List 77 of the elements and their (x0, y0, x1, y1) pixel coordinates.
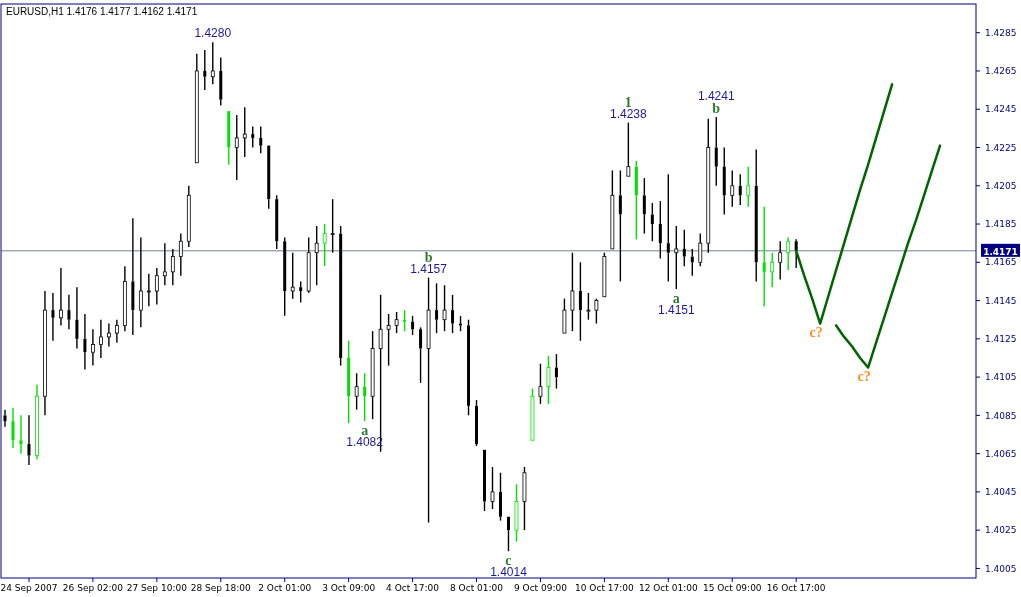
annotation: 1.4280 (194, 26, 232, 41)
candlestick (666, 173, 670, 283)
x-tick-label: 4 Oct 17:00 (386, 583, 440, 593)
y-tick-label: 1.4225 (985, 142, 1017, 153)
candlestick (35, 384, 39, 461)
candlestick (578, 261, 582, 342)
candlestick (138, 236, 143, 329)
candlestick (131, 217, 135, 336)
candlestick (330, 198, 335, 254)
chart-title: EURUSD,H1 1.4176 1.4177 1.4162 1.4171 (6, 6, 198, 17)
candlestick (618, 169, 622, 283)
candlestick (794, 238, 798, 269)
y-tick-label: 1.4185 (985, 219, 1017, 230)
y-tick-label: 1.4145 (985, 295, 1017, 306)
candlestick (51, 292, 55, 342)
x-tick-label: 28 Sep 18:00 (190, 583, 252, 593)
candlestick (786, 236, 791, 271)
candlestick (114, 319, 119, 344)
x-tick-label: 9 Oct 09:00 (513, 583, 568, 593)
candlestick (43, 290, 47, 417)
x-tick-label: 8 Oct 01:00 (450, 583, 504, 593)
y-tick-label: 1.4265 (985, 66, 1017, 77)
y-tick-label: 1.4165 (985, 257, 1017, 268)
y-tick-label: 1.4205 (985, 180, 1017, 191)
candlestick (754, 148, 758, 283)
x-tick-label: 12 Oct 01:00 (638, 583, 698, 593)
candlestick (426, 276, 431, 524)
candlestick (234, 114, 239, 181)
ref-line-label: 1.4171 (983, 246, 1018, 257)
y-tick-label: 1.4005 (985, 563, 1017, 574)
x-tick-label: 26 Sep 02:00 (62, 583, 124, 593)
candlestick (122, 265, 127, 332)
annotation: 1.4151 (657, 303, 695, 318)
candlestick (170, 248, 175, 286)
candlestick (714, 116, 718, 187)
candlestick (674, 225, 679, 290)
candlestick (99, 319, 103, 359)
x-tick-label: 15 Oct 09:00 (702, 583, 762, 593)
y-tick-label: 1.4085 (985, 410, 1017, 421)
candlestick (762, 206, 766, 308)
annotation: 1.4014 (490, 565, 528, 580)
candlestick (178, 232, 183, 277)
x-tick-label: 24 Sep 2007 (0, 583, 58, 593)
line-series (834, 144, 942, 369)
candlestick (19, 414, 23, 455)
candlestick (3, 408, 7, 428)
x-tick-label: 16 Oct 17:00 (766, 583, 826, 593)
candlestick (75, 286, 79, 350)
candlestick (11, 407, 15, 449)
candlestick (27, 414, 31, 466)
candlestick (83, 313, 87, 371)
candlestick (106, 322, 111, 348)
candlestick (570, 252, 575, 332)
candlestick (59, 267, 63, 327)
candlestick (146, 273, 151, 308)
x-tick-label: 2 Oct 01:00 (258, 583, 312, 593)
line-series (794, 83, 894, 325)
annotation: a (672, 290, 680, 306)
candlestick (242, 106, 247, 158)
y-tick-label: 1.4065 (985, 448, 1017, 459)
candlestick (186, 185, 191, 248)
candlestick (67, 294, 71, 330)
x-tick-label: 27 Sep 10:00 (126, 583, 188, 593)
y-tick-label: 1.4105 (985, 372, 1017, 383)
candlestick (722, 146, 726, 216)
y-tick-label: 1.4125 (985, 333, 1017, 344)
annotation: c? (857, 369, 871, 385)
x-tick-label: 10 Oct 17:00 (575, 583, 634, 593)
candlestick (91, 328, 95, 367)
y-tick-label: 1.4245 (985, 104, 1017, 115)
y-tick-label: 1.4025 (985, 525, 1017, 536)
x-tick-label: 3 Oct 09:00 (322, 583, 376, 593)
annotation: c? (809, 325, 823, 341)
candlestick (154, 267, 159, 306)
y-tick-label: 1.4285 (985, 27, 1017, 38)
candlestick (162, 242, 167, 286)
y-tick-label: 1.4045 (985, 487, 1017, 498)
